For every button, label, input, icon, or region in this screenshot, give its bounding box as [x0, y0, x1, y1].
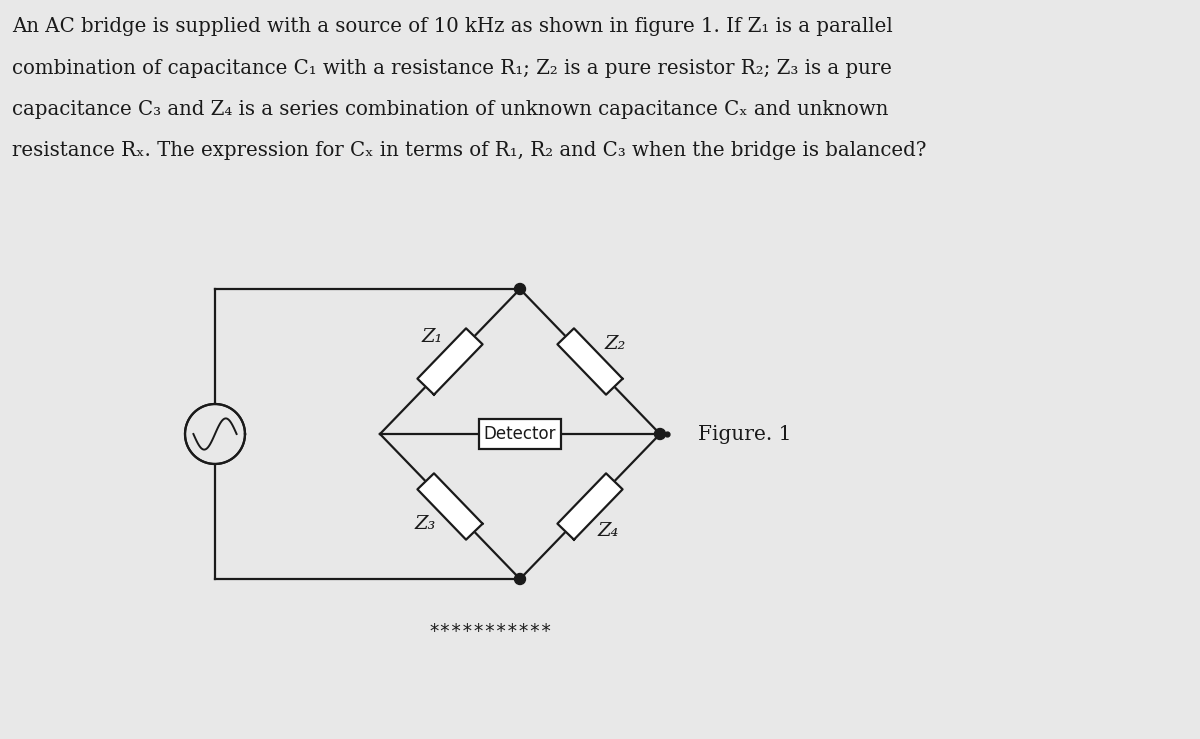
Polygon shape	[418, 328, 482, 395]
Polygon shape	[418, 474, 482, 539]
Polygon shape	[558, 328, 623, 395]
Circle shape	[515, 284, 526, 295]
Text: Z₃: Z₃	[414, 515, 436, 533]
Text: An AC bridge is supplied with a source of 10 kHz as shown in figure 1. If Z₁ is : An AC bridge is supplied with a source o…	[12, 17, 893, 36]
Circle shape	[654, 429, 666, 440]
FancyBboxPatch shape	[479, 419, 562, 449]
Circle shape	[515, 573, 526, 585]
Text: ***********: ***********	[428, 621, 552, 641]
Text: Z₂: Z₂	[605, 336, 625, 353]
Text: Z₄: Z₄	[598, 522, 619, 540]
Text: Z₁: Z₁	[421, 328, 443, 346]
Text: Figure. 1: Figure. 1	[698, 424, 792, 443]
Text: resistance Rₓ. The expression for Cₓ in terms of R₁, R₂ and C₃ when the bridge i: resistance Rₓ. The expression for Cₓ in …	[12, 141, 926, 160]
Text: Detector: Detector	[484, 425, 557, 443]
Text: capacitance C₃ and Z₄ is a series combination of unknown capacitance Cₓ and unkn: capacitance C₃ and Z₄ is a series combin…	[12, 100, 888, 119]
Polygon shape	[558, 474, 623, 539]
Text: combination of capacitance C₁ with a resistance R₁; Z₂ is a pure resistor R₂; Z₃: combination of capacitance C₁ with a res…	[12, 58, 892, 78]
Circle shape	[185, 404, 245, 464]
